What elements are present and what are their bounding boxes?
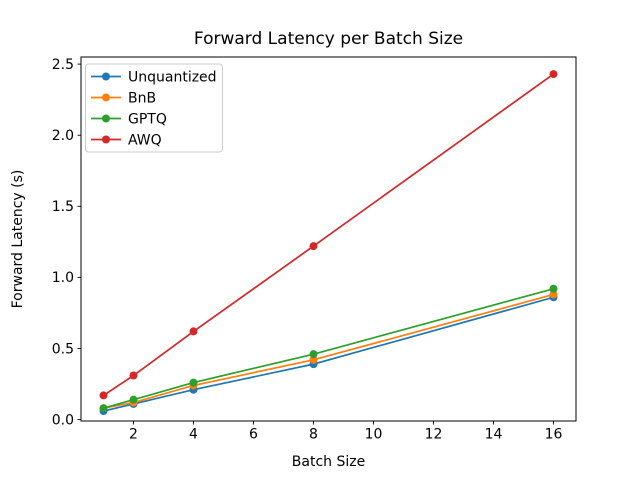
plot-frame <box>80 56 577 422</box>
legend-marker <box>102 93 110 102</box>
series-gptq <box>99 284 558 413</box>
legend-label: Unquantized <box>128 70 217 86</box>
data-point-marker <box>129 395 138 404</box>
legend: Unquantized BnB GPTQ AWQ <box>85 63 223 153</box>
axis-ticks: 2 4 6 8 10 12 14 16 0.0 0.5 1.0 1.5 2.0 2.5 <box>52 57 563 443</box>
x-axis-label: Batch Size <box>292 454 365 470</box>
legend-item: Unquantized <box>91 70 217 86</box>
legend-marker <box>102 114 110 123</box>
series-line <box>103 293 554 410</box>
legend-label: AWQ <box>128 133 162 149</box>
legend-box <box>85 63 223 153</box>
y-tick-label: 0.5 <box>52 341 74 357</box>
x-tick-label: 10 <box>365 427 383 443</box>
data-point-marker <box>309 350 318 359</box>
data-point-marker <box>99 391 108 400</box>
series-bnb <box>99 290 558 413</box>
legend-marker <box>102 135 110 144</box>
legend-label: BnB <box>128 91 156 107</box>
data-point-marker <box>549 290 558 299</box>
y-tick-label: 1.0 <box>52 270 74 286</box>
data-point-marker <box>129 371 138 380</box>
x-tick-label: 2 <box>129 427 138 443</box>
y-axis-label: Forward Latency (s) <box>10 170 26 309</box>
data-point-marker <box>549 70 558 79</box>
data-point-marker <box>309 355 318 364</box>
x-tick-label: 4 <box>189 427 198 443</box>
y-tick-label: 1.5 <box>52 199 74 215</box>
data-point-marker <box>99 404 108 413</box>
y-tick-label: 2.5 <box>52 57 74 73</box>
series-awq <box>99 70 558 400</box>
x-tick-label: 12 <box>425 427 443 443</box>
data-point-marker <box>189 327 198 336</box>
y-tick-label: 0.0 <box>52 412 74 428</box>
y-tick-label: 2.0 <box>52 128 74 144</box>
x-tick-label: 16 <box>545 427 563 443</box>
series-lines <box>99 70 558 416</box>
data-point-marker <box>189 378 198 387</box>
data-point-marker <box>309 242 318 251</box>
legend-item: AWQ <box>91 133 162 149</box>
x-tick-label: 6 <box>249 427 258 443</box>
legend-item: GPTQ <box>91 112 167 128</box>
legend-label: GPTQ <box>128 112 167 128</box>
x-tick-label: 8 <box>309 427 318 443</box>
x-tick-label: 14 <box>485 427 503 443</box>
series-line <box>103 296 554 412</box>
data-point-marker <box>549 284 558 293</box>
chart-title: Forward Latency per Batch Size <box>194 29 463 49</box>
legend-marker <box>102 72 110 81</box>
legend-item: BnB <box>91 91 156 107</box>
